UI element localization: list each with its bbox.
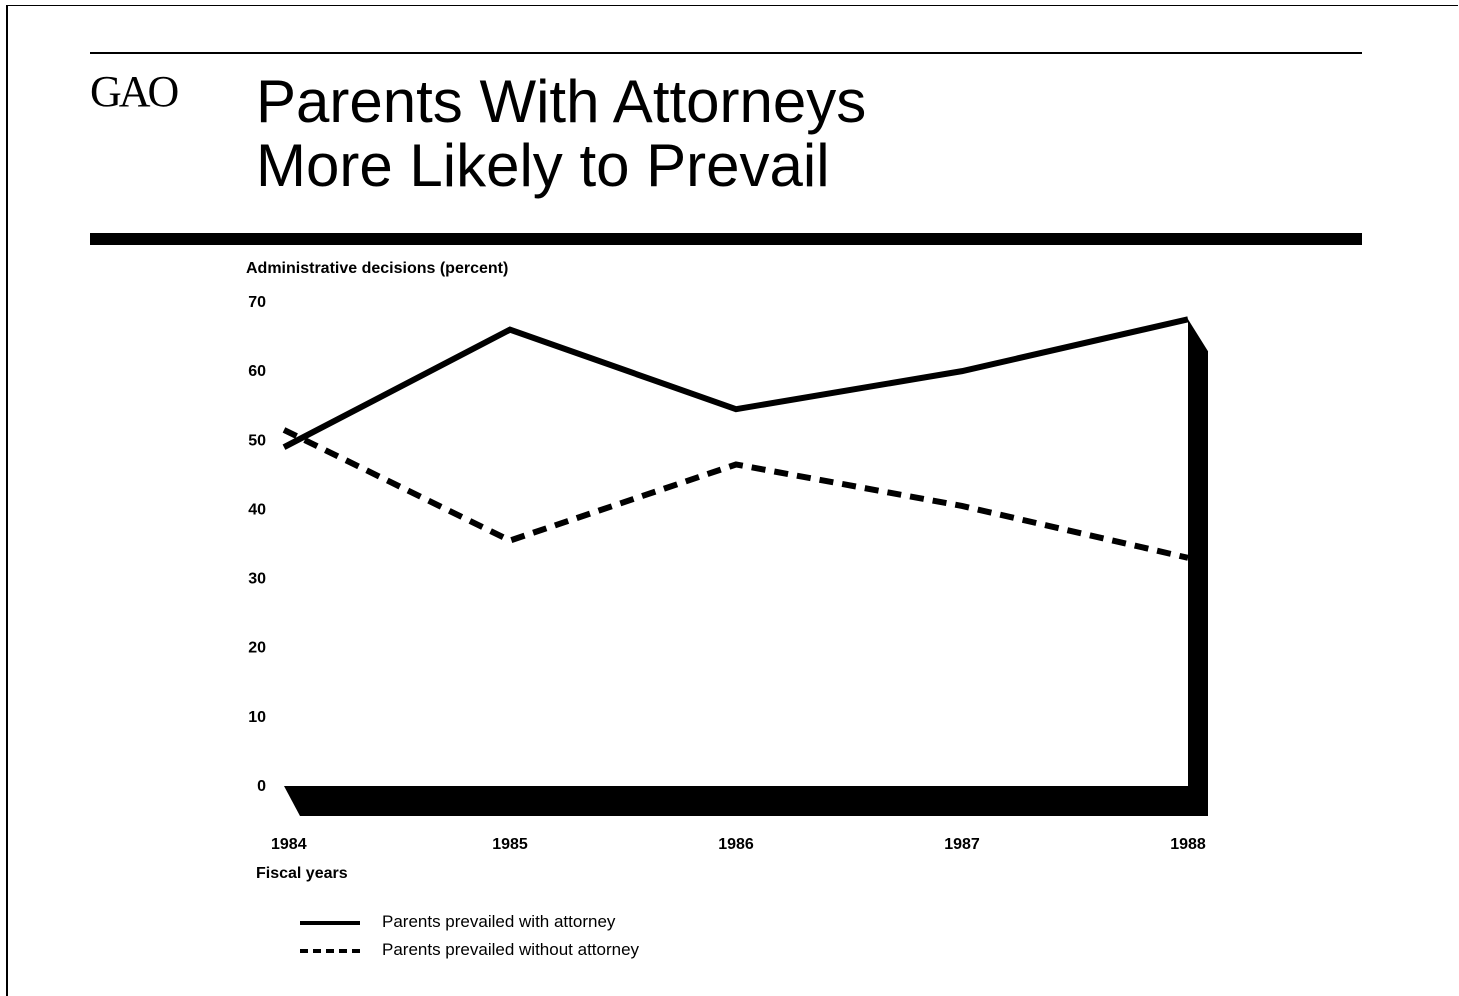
y-tick-label: 70 [248, 294, 266, 311]
page-title: Parents With Attorneys More Likely to Pr… [256, 70, 866, 198]
frame-left-border [6, 5, 8, 996]
legend-swatch-dashed [300, 949, 360, 953]
legend-swatch-solid [300, 921, 360, 925]
legend-label-without-attorney: Parents prevailed without attorney [382, 940, 640, 959]
legend-item-with-attorney: Parents prevailed with attorney [300, 912, 720, 932]
frame-top-border [8, 5, 1458, 6]
right-wall [1188, 319, 1208, 816]
gao-logo: GAO [90, 67, 179, 116]
x-tick-label: 1984 [271, 836, 307, 853]
legend-label-with-attorney: Parents prevailed with attorney [382, 912, 616, 931]
series-lines [282, 316, 1189, 561]
y-tick-label: 60 [248, 363, 266, 380]
chart-floor [284, 786, 1208, 816]
y-tick-label: 30 [248, 571, 266, 588]
series-without-attorney-line [282, 427, 1189, 561]
y-axis-label: Administrative decisions (percent) [246, 260, 509, 277]
x-axis-label: Fiscal years [256, 865, 348, 882]
legend-item-without-attorney: Parents prevailed without attorney [300, 940, 720, 960]
x-tick-labels: 1984 1985 1986 1987 1988 [271, 836, 1206, 853]
y-tick-label: 50 [248, 432, 266, 449]
x-tick-label: 1988 [1170, 836, 1206, 853]
x-tick-label: 1986 [718, 836, 754, 853]
y-tick-label: 10 [248, 709, 266, 726]
y-tick-label: 40 [248, 501, 266, 518]
y-tick-labels: 0 10 20 30 40 50 60 70 [248, 294, 266, 795]
y-tick-label: 0 [257, 778, 266, 795]
x-tick-label: 1987 [944, 836, 980, 853]
chart-wall [1188, 319, 1208, 816]
x-tick-label: 1985 [492, 836, 528, 853]
floor-slab [284, 786, 1208, 816]
series-with-attorney-line [282, 316, 1189, 450]
y-tick-label: 20 [248, 640, 266, 657]
header-top-rule [90, 52, 1362, 54]
title-line-2: More Likely to Prevail [256, 132, 830, 199]
header-thick-rule [90, 233, 1362, 245]
title-line-1: Parents With Attorneys [256, 68, 867, 135]
